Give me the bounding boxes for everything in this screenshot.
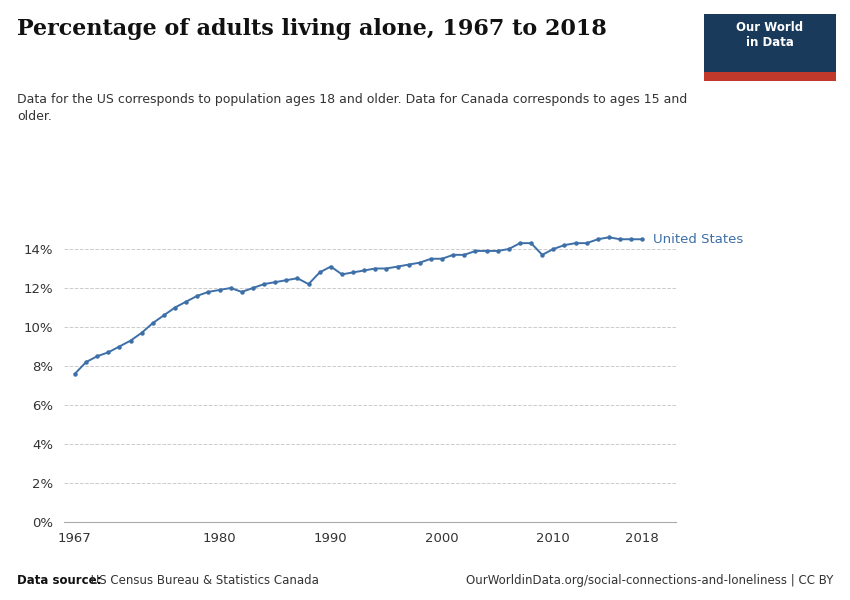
Text: Data source:: Data source: xyxy=(17,574,101,587)
Text: Data for the US corresponds to population ages 18 and older. Data for Canada cor: Data for the US corresponds to populatio… xyxy=(17,93,688,123)
Text: Percentage of adults living alone, 1967 to 2018: Percentage of adults living alone, 1967 … xyxy=(17,18,607,40)
Text: Our World: Our World xyxy=(736,21,803,34)
Text: OurWorldinData.org/social-connections-and-loneliness | CC BY: OurWorldinData.org/social-connections-an… xyxy=(466,574,833,587)
Text: United States: United States xyxy=(654,233,744,246)
Text: US Census Bureau & Statistics Canada: US Census Bureau & Statistics Canada xyxy=(87,574,319,587)
Text: in Data: in Data xyxy=(745,35,794,49)
